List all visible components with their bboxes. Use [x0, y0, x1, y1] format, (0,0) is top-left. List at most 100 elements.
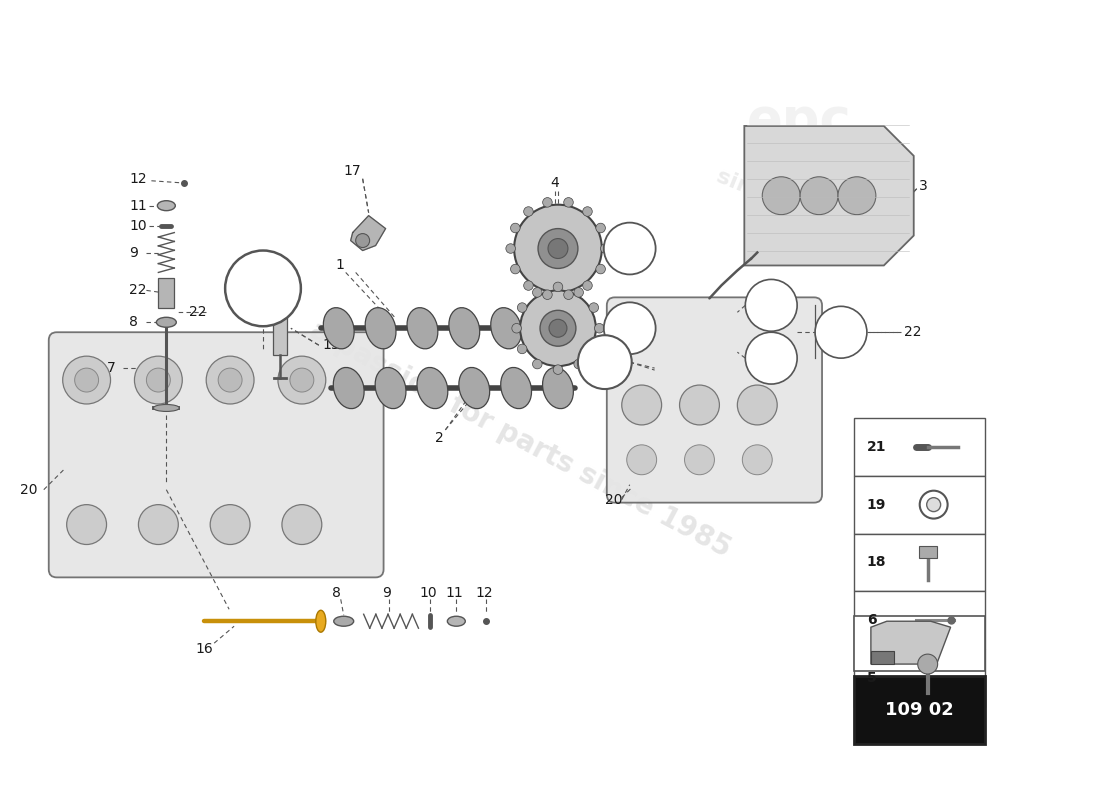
Bar: [854, 616, 986, 671]
Text: 6: 6: [626, 242, 634, 255]
Ellipse shape: [417, 367, 448, 409]
Text: 9: 9: [130, 246, 139, 259]
Circle shape: [524, 281, 534, 290]
Circle shape: [601, 244, 610, 254]
Circle shape: [139, 505, 178, 545]
Text: 22: 22: [904, 326, 922, 339]
Circle shape: [532, 359, 542, 369]
Circle shape: [524, 206, 534, 216]
Ellipse shape: [542, 367, 573, 409]
Ellipse shape: [500, 367, 531, 409]
Circle shape: [604, 222, 656, 274]
Circle shape: [542, 198, 552, 207]
Polygon shape: [351, 216, 386, 250]
Circle shape: [206, 356, 254, 404]
Ellipse shape: [375, 367, 406, 409]
Circle shape: [290, 368, 314, 392]
Text: 3: 3: [918, 178, 927, 193]
Ellipse shape: [316, 610, 326, 632]
Text: 16: 16: [196, 642, 213, 656]
Text: 109 02: 109 02: [886, 701, 954, 719]
Text: 5: 5: [257, 279, 268, 298]
Bar: [854, 418, 986, 476]
Circle shape: [553, 282, 563, 292]
Text: parts: parts: [761, 162, 877, 200]
Text: 4: 4: [551, 176, 560, 190]
Bar: [273, 294, 287, 355]
Circle shape: [838, 177, 876, 214]
Ellipse shape: [448, 616, 465, 626]
Circle shape: [146, 368, 170, 392]
Ellipse shape: [365, 308, 396, 349]
Text: 6: 6: [626, 322, 634, 334]
Circle shape: [594, 323, 604, 333]
Circle shape: [583, 281, 592, 290]
Ellipse shape: [459, 367, 490, 409]
Circle shape: [563, 198, 573, 207]
Circle shape: [815, 306, 867, 358]
Text: 6: 6: [867, 614, 877, 627]
Circle shape: [800, 177, 838, 214]
Circle shape: [588, 344, 598, 354]
Circle shape: [684, 445, 714, 474]
Circle shape: [627, 445, 657, 474]
Ellipse shape: [407, 308, 438, 349]
Circle shape: [588, 302, 598, 312]
Polygon shape: [871, 651, 894, 664]
Text: 22: 22: [189, 306, 207, 319]
Ellipse shape: [333, 616, 354, 626]
Circle shape: [746, 332, 798, 384]
Circle shape: [218, 368, 242, 392]
Text: 10: 10: [130, 218, 147, 233]
Circle shape: [680, 385, 719, 425]
Bar: [854, 591, 986, 649]
Text: 17: 17: [344, 164, 362, 178]
Text: 8: 8: [130, 315, 139, 330]
Circle shape: [63, 356, 110, 404]
Circle shape: [574, 359, 583, 369]
Text: since 1985: since 1985: [713, 166, 846, 235]
Circle shape: [517, 302, 527, 312]
Bar: [854, 649, 986, 707]
Circle shape: [563, 290, 573, 299]
Circle shape: [549, 319, 566, 338]
Text: 20: 20: [605, 493, 623, 506]
Circle shape: [553, 365, 563, 374]
Circle shape: [510, 223, 520, 233]
Text: a passion for parts since 1985: a passion for parts since 1985: [305, 317, 736, 563]
Circle shape: [226, 250, 301, 326]
Text: 9: 9: [382, 586, 390, 600]
Text: 18: 18: [833, 326, 849, 338]
Circle shape: [604, 302, 656, 354]
Circle shape: [596, 223, 605, 233]
Polygon shape: [745, 126, 914, 266]
Ellipse shape: [532, 308, 563, 349]
Circle shape: [926, 498, 940, 512]
Text: 11: 11: [446, 586, 463, 600]
Bar: [158, 278, 174, 308]
Bar: [854, 676, 986, 744]
Text: 20: 20: [20, 482, 37, 497]
Circle shape: [920, 490, 947, 518]
Text: 19: 19: [763, 352, 779, 365]
Polygon shape: [871, 622, 950, 664]
Text: epc: epc: [747, 95, 851, 147]
Circle shape: [532, 288, 542, 298]
Circle shape: [583, 206, 592, 216]
Circle shape: [514, 205, 602, 292]
Ellipse shape: [153, 405, 179, 411]
Circle shape: [596, 264, 605, 274]
Circle shape: [278, 356, 326, 404]
Circle shape: [737, 385, 778, 425]
Text: 1: 1: [336, 258, 344, 273]
Text: 18: 18: [867, 555, 887, 570]
Circle shape: [746, 279, 798, 331]
Text: 7: 7: [107, 361, 116, 375]
Circle shape: [517, 344, 527, 354]
Text: 15: 15: [612, 322, 629, 335]
Text: 5: 5: [867, 671, 877, 685]
Circle shape: [742, 445, 772, 474]
Bar: [918, 546, 937, 558]
Circle shape: [67, 505, 107, 545]
Circle shape: [210, 505, 250, 545]
